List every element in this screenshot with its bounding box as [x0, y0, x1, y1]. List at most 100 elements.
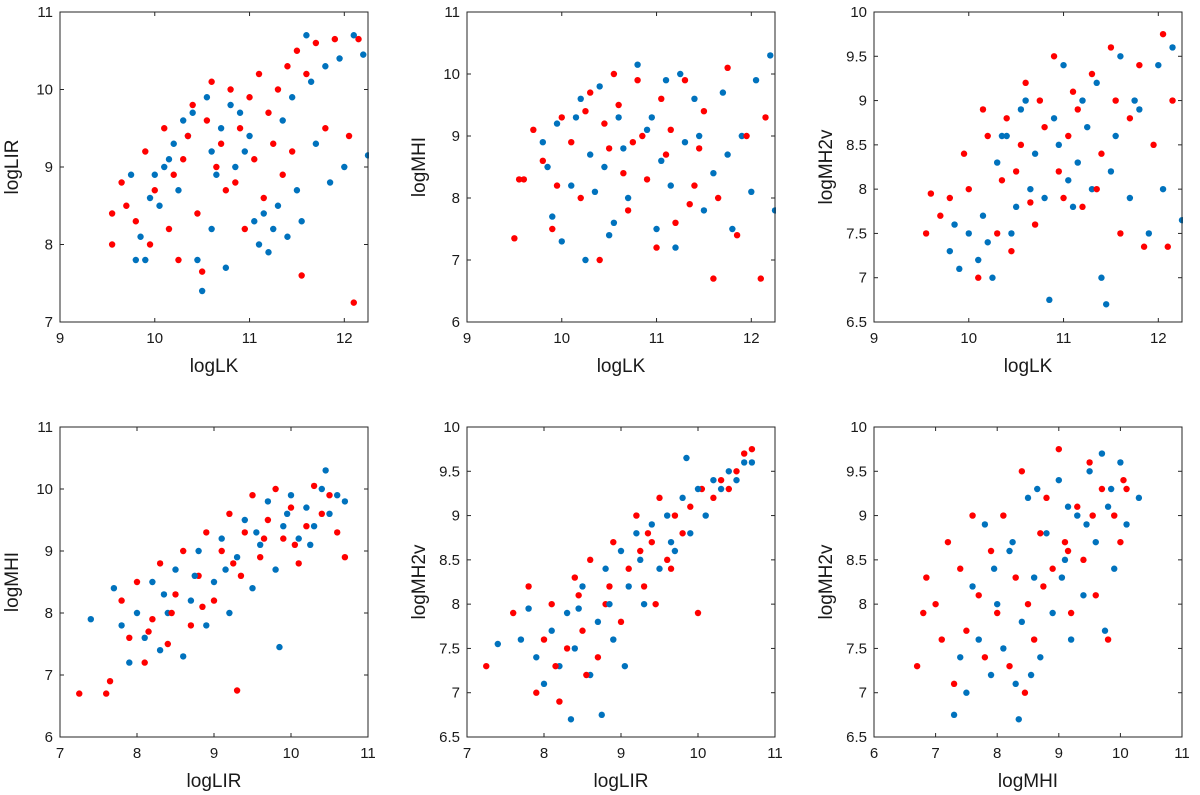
data-point [142, 256, 149, 264]
data-point [145, 628, 152, 635]
data-point [208, 148, 215, 155]
data-point [172, 566, 179, 573]
data-point [552, 662, 559, 670]
data-point [932, 600, 939, 608]
data-point [572, 114, 580, 121]
x-tick-label: 10 [690, 745, 707, 762]
data-point [610, 70, 618, 78]
data-point [295, 535, 302, 542]
data-point [1089, 512, 1096, 519]
data-point [648, 521, 655, 528]
data-point [168, 609, 175, 617]
data-point [1117, 538, 1124, 546]
x-tick-label: 10 [960, 330, 977, 347]
x-tick-label: 12 [743, 330, 760, 347]
data-point [923, 574, 930, 581]
data-point [255, 241, 263, 248]
data-point [180, 156, 187, 163]
data-point [87, 616, 95, 623]
data-point [326, 510, 333, 517]
data-point [1021, 689, 1029, 696]
data-point [230, 560, 237, 567]
y-tick-label: 6 [452, 314, 460, 331]
data-point [700, 108, 708, 115]
data-point [957, 654, 964, 661]
data-point [517, 636, 525, 643]
data-point [702, 512, 709, 519]
data-point [729, 225, 736, 233]
data-point [667, 538, 675, 546]
data-point [1065, 177, 1072, 184]
data-point [1041, 194, 1048, 202]
data-point [1012, 574, 1019, 581]
y-tick-label: 11 [37, 419, 53, 436]
data-point [563, 645, 571, 652]
data-point [241, 529, 248, 536]
data-point [975, 274, 982, 281]
data-point [640, 583, 648, 590]
data-point [1123, 521, 1130, 528]
y-tick-label: 11 [37, 4, 53, 21]
data-point [733, 232, 741, 239]
points-layer [108, 32, 369, 306]
data-point [132, 256, 140, 264]
data-point [310, 482, 318, 490]
data-point [307, 78, 315, 85]
data-point [260, 535, 268, 542]
data-point [1015, 716, 1022, 723]
data-point [610, 636, 617, 643]
data-point [108, 241, 116, 248]
data-point [1027, 671, 1035, 679]
data-point [1069, 203, 1077, 211]
data-point [1084, 123, 1091, 131]
data-point [284, 233, 291, 240]
data-point [141, 634, 148, 641]
data-point [695, 145, 703, 152]
data-point [981, 654, 989, 661]
data-point [246, 132, 253, 140]
data-point [938, 636, 945, 643]
data-point [671, 547, 679, 555]
data-point [1008, 230, 1015, 237]
x-tick-label: 7 [463, 745, 471, 762]
y-tick-label: 9 [45, 543, 53, 560]
data-point [533, 654, 540, 661]
data-point [540, 636, 548, 643]
data-point [1031, 150, 1039, 157]
y-axis-label: logMH2v [409, 544, 430, 619]
data-point [767, 52, 774, 59]
data-point [1055, 141, 1063, 149]
points-layer [483, 445, 756, 723]
data-point [643, 126, 651, 133]
data-point [1009, 538, 1016, 546]
y-tick-label: 9.5 [846, 48, 867, 65]
data-point [237, 572, 245, 579]
data-point [1080, 592, 1087, 599]
plot-area [874, 12, 1182, 322]
data-point [633, 530, 640, 537]
data-point [260, 210, 267, 217]
data-point [118, 179, 125, 186]
data-point [103, 690, 110, 697]
x-tick-label: 9 [870, 330, 878, 347]
data-point [605, 232, 613, 239]
data-point [1067, 609, 1075, 617]
y-tick-label: 9 [859, 508, 867, 525]
data-point [624, 194, 632, 202]
data-point [280, 523, 287, 530]
y-tick-label: 8.5 [846, 137, 867, 154]
data-point [664, 556, 671, 564]
data-point [226, 609, 233, 617]
y-tick-label: 7 [859, 270, 867, 287]
data-point [662, 151, 670, 158]
data-point [601, 163, 608, 171]
x-tick-label: 10 [283, 745, 300, 762]
data-point [710, 170, 717, 177]
data-point [283, 510, 291, 517]
data-point [210, 597, 218, 604]
data-point [1055, 168, 1063, 175]
data-point [276, 643, 283, 651]
data-point [1098, 485, 1106, 493]
data-point [322, 63, 329, 70]
